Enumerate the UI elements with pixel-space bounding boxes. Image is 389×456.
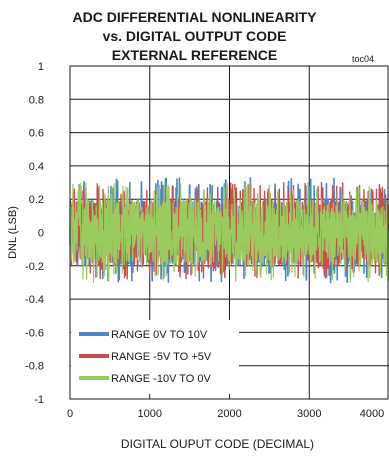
y-tick-label: 0.2 — [29, 194, 44, 206]
y-tick-label: 0.4 — [29, 161, 44, 173]
y-tick-labels: 1 0.8 0.6 0.4 0.2 0 -0.2 -0.4 -0.6 -0.8 -1 — [25, 61, 44, 406]
y-tick-label: 0 — [38, 228, 44, 240]
series-line-3 — [69, 182, 389, 284]
chart-title-line-3: EXTERNAL REFERENCE — [111, 47, 278, 63]
y-tick-label: 0.8 — [29, 94, 44, 106]
figure-code-note: toc04 — [352, 54, 375, 64]
x-tick-label: 4000 — [360, 408, 384, 420]
y-tick-label: -0.6 — [25, 327, 44, 339]
y-tick-label: -0.8 — [25, 361, 44, 373]
x-tick-label: 0 — [67, 408, 73, 420]
chart-title-line-1: ADC DIFFERENTIAL NONLINEARITY — [72, 9, 317, 25]
x-tick-label: 2000 — [217, 408, 241, 420]
y-tick-label: -0.2 — [25, 261, 44, 273]
plot-frame — [69, 65, 389, 400]
y-tick-label: -1 — [34, 394, 44, 406]
series-group — [69, 176, 389, 284]
x-tick-label: 1000 — [138, 408, 162, 420]
legend: RANGE 0V TO 10V RANGE -5V TO +5V RANGE -10… — [71, 320, 239, 394]
y-tick-label: 1 — [38, 61, 44, 73]
x-axis-label: DIGITAL OUPUT CODE (DECIMAL) — [121, 437, 314, 451]
x-tick-label: 3000 — [297, 408, 321, 420]
legend-label: RANGE -10V TO 0V — [111, 373, 212, 385]
y-tick-label: 0.6 — [29, 128, 44, 140]
y-tick-label: -0.4 — [25, 294, 44, 306]
chart-title-line-2: vs. DIGITAL OUTPUT CODE — [102, 28, 287, 44]
x-tick-labels: 0 1000 2000 3000 4000 — [67, 408, 384, 420]
legend-label: RANGE 0V TO 10V — [111, 329, 208, 341]
chart-title: ADC DIFFERENTIAL NONLINEARITY vs. DIGITA… — [0, 8, 389, 65]
legend-label: RANGE -5V TO +5V — [111, 351, 212, 363]
y-axis-label: DNL (LSB) — [7, 206, 19, 259]
